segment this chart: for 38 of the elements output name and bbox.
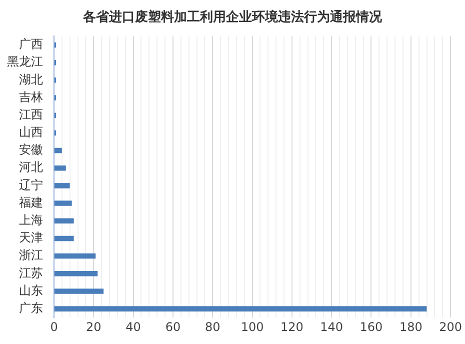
y-tick-label: 吉林: [19, 90, 43, 104]
x-tick-label: 60: [165, 320, 181, 334]
chart-title: 各省进口废塑料加工利用企业环境违法行为通报情况: [82, 8, 383, 26]
y-tick-label: 河北: [19, 160, 43, 174]
x-tick-label: 20: [86, 320, 102, 334]
y-tick-label: 广东: [19, 300, 43, 315]
x-tick-label: 0: [50, 320, 58, 334]
x-tick-label: 80: [204, 320, 220, 334]
bar: [54, 218, 74, 224]
bar: [54, 236, 74, 242]
x-tick-label: 160: [360, 320, 383, 334]
bar: [54, 200, 72, 206]
bar: [54, 148, 62, 154]
x-tick-label: 40: [126, 320, 141, 334]
y-tick-label: 天津: [19, 230, 43, 245]
y-tick-label: 湖北: [19, 72, 43, 86]
y-tick-label: 江苏: [19, 266, 43, 280]
x-tick-label: 140: [320, 320, 344, 334]
y-tick-label: 广西: [19, 37, 43, 52]
bar: [54, 165, 66, 171]
bar: [54, 183, 70, 188]
bar: [54, 270, 98, 276]
x-tick-label: 180: [399, 320, 422, 334]
y-tick-label: 辽宁: [19, 178, 43, 192]
y-tick-label: 山东: [19, 283, 43, 298]
bar: [54, 306, 427, 312]
y-tick-label: 安徽: [19, 142, 43, 157]
y-tick-label: 江西: [19, 107, 43, 122]
y-tick-label: 浙江: [19, 248, 43, 262]
x-tick-label: 100: [240, 320, 264, 334]
x-tick-label: 120: [280, 320, 304, 334]
y-tick-label: 上海: [19, 212, 43, 227]
bar: [54, 253, 96, 259]
y-tick-label: 福建: [19, 195, 43, 210]
y-tick-label: 山西: [19, 125, 43, 140]
bar: [54, 288, 104, 294]
x-tick-label: 200: [439, 320, 462, 334]
y-tick-label: 黑龙江: [7, 54, 43, 69]
